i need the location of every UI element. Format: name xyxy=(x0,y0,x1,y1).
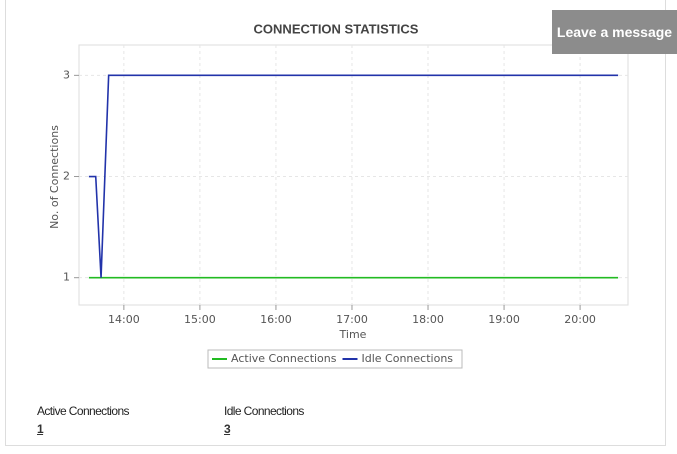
summary-item: Active Connections 1 xyxy=(37,404,130,436)
y-tick-label: 3 xyxy=(63,68,70,81)
panel xyxy=(5,0,666,446)
legend xyxy=(207,349,463,369)
x-tick-label: 17:00 xyxy=(336,313,368,326)
x-tick-label: 14:00 xyxy=(108,313,140,326)
x-tick-label: 19:00 xyxy=(488,313,520,326)
x-tick-label: 15:00 xyxy=(184,313,216,326)
legend-label: Idle Connections xyxy=(362,352,454,365)
y-tick-label: 2 xyxy=(63,170,70,183)
summary-item: Idle Connections 3 xyxy=(224,404,304,436)
x-axis-label: Time xyxy=(339,328,367,341)
series-line xyxy=(88,74,619,278)
x-tick-label: 16:00 xyxy=(260,313,292,326)
leave-message-button[interactable]: Leave a message xyxy=(552,10,677,54)
y-tick-label: 1 xyxy=(63,271,70,284)
x-tick-label: 18:00 xyxy=(412,313,444,326)
summary-value[interactable]: 3 xyxy=(224,422,231,436)
chart-title: CONNECTION STATISTICS xyxy=(254,21,419,36)
summary-value[interactable]: 1 xyxy=(37,422,44,436)
summary-label: Idle Connections xyxy=(224,404,304,418)
summary-label: Active Connections xyxy=(37,404,130,418)
legend-label: Active Connections xyxy=(231,352,337,365)
x-tick-label: 20:00 xyxy=(564,313,596,326)
plot-frame xyxy=(78,44,629,306)
y-axis-label: No. of Connections xyxy=(48,125,61,229)
